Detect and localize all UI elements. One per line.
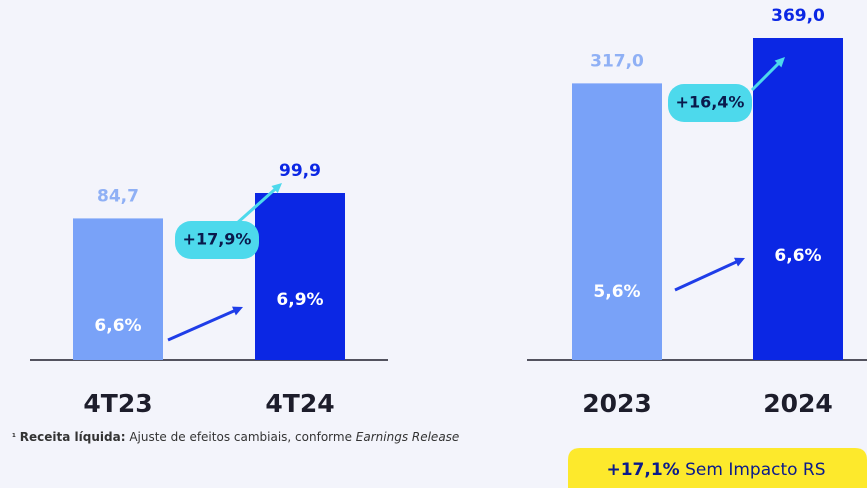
- inner-label: 6,6%: [94, 316, 141, 336]
- growth-label: +16,4%: [676, 93, 745, 112]
- highlight-value: +17,1%: [606, 460, 679, 480]
- value-label: 317,0: [590, 51, 644, 71]
- category-label: 4T24: [265, 389, 334, 418]
- growth-label: +17,9%: [183, 230, 252, 249]
- category-label: 2024: [763, 389, 833, 418]
- highlight: +17,1% Sem Impacto RS: [606, 460, 825, 480]
- growth-arrow: [674, 260, 738, 292]
- bar: [753, 38, 843, 360]
- growth-badge: [175, 221, 259, 259]
- footnote-source: Earnings Release: [356, 430, 460, 444]
- growth-arrow: [750, 62, 780, 92]
- value-label: 99,9: [279, 161, 321, 181]
- arrow-head: [232, 306, 243, 316]
- highlight-badge: [568, 448, 867, 488]
- category-label: 2023: [582, 389, 652, 418]
- footnote-text: Ajuste de efeitos cambiais, conforme: [129, 430, 352, 444]
- arrow-head: [774, 57, 785, 68]
- inner-label: 6,6%: [774, 246, 821, 266]
- category-label: 4T23: [83, 389, 152, 418]
- growth-badge: [668, 84, 752, 122]
- inner-label: 6,9%: [276, 290, 323, 310]
- arrow-head: [734, 257, 745, 267]
- value-label: 369,0: [771, 6, 825, 26]
- arrow-head: [271, 183, 282, 194]
- footnote-marker: ¹: [12, 433, 16, 443]
- footnote-term: Receita líquida:: [20, 430, 126, 444]
- inner-label: 5,6%: [593, 282, 640, 302]
- footnote: ¹ Receita líquida: Ajuste de efeitos cam…: [12, 430, 459, 444]
- bar: [255, 193, 345, 360]
- highlight-text: Sem Impacto RS: [685, 460, 825, 480]
- bar: [73, 218, 163, 360]
- value-label: 84,7: [97, 186, 139, 206]
- growth-arrow: [235, 187, 277, 226]
- bar: [572, 83, 662, 360]
- growth-arrow: [167, 309, 236, 342]
